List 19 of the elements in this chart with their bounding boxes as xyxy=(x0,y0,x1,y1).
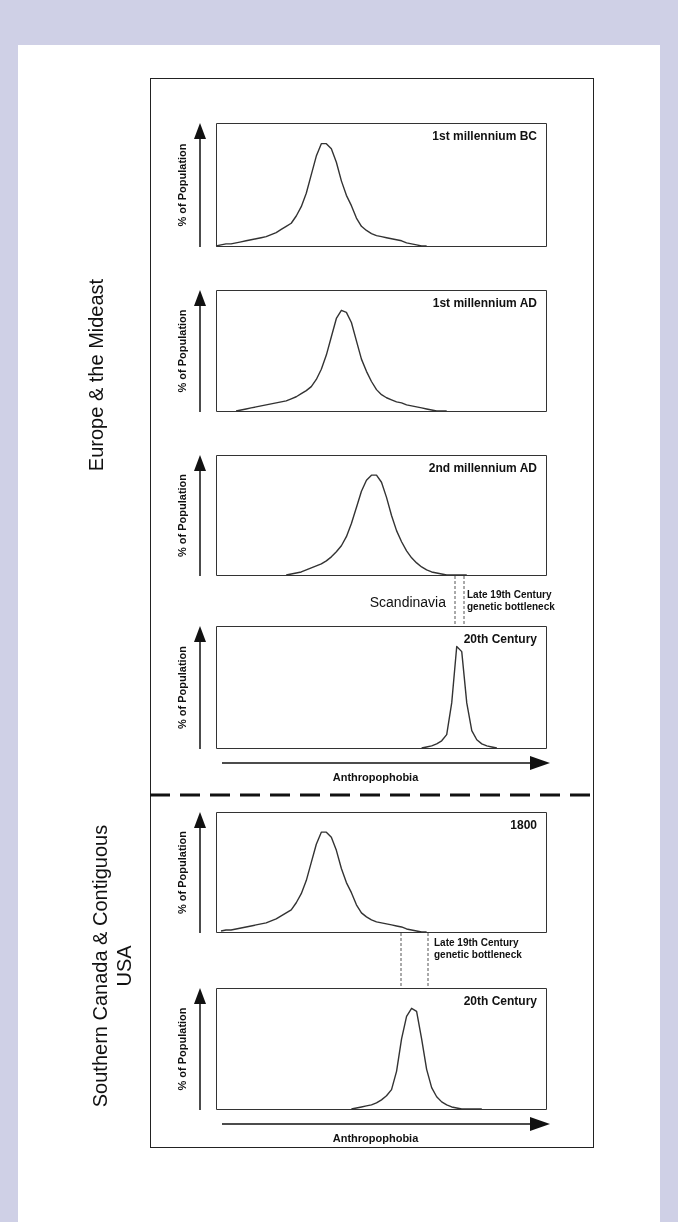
chart-title: 2nd millennium AD xyxy=(428,461,538,476)
chart-title: 20th Century xyxy=(463,994,538,1009)
x-axis-title: Anthropophobia xyxy=(332,1132,420,1145)
y-axis-title: % of Population xyxy=(176,143,189,227)
text: Europe & the Mideast xyxy=(84,277,108,474)
chart-title: 20th Century xyxy=(463,632,538,647)
y-axis-title: % of Population xyxy=(176,473,189,558)
y-axis-title: % of Population xyxy=(176,1007,189,1091)
text: Scandinavia xyxy=(368,594,446,611)
text: Late 19th Century genetic bottleneck xyxy=(467,589,556,613)
chart-title: 1st millennium BC xyxy=(432,129,538,144)
chart-title: 1st millennium AD xyxy=(432,296,538,311)
text: Southern Canada & Contiguous USA xyxy=(88,823,136,1110)
y-axis-title: % of Population xyxy=(176,830,189,915)
y-axis-title: % of Population xyxy=(176,309,189,393)
x-axis-title: Anthropophobia xyxy=(332,771,420,784)
chart-title: 1800 xyxy=(510,818,538,833)
y-axis-title: % of Population xyxy=(176,645,189,730)
text: Late 19th Century genetic bottleneck xyxy=(434,937,523,961)
